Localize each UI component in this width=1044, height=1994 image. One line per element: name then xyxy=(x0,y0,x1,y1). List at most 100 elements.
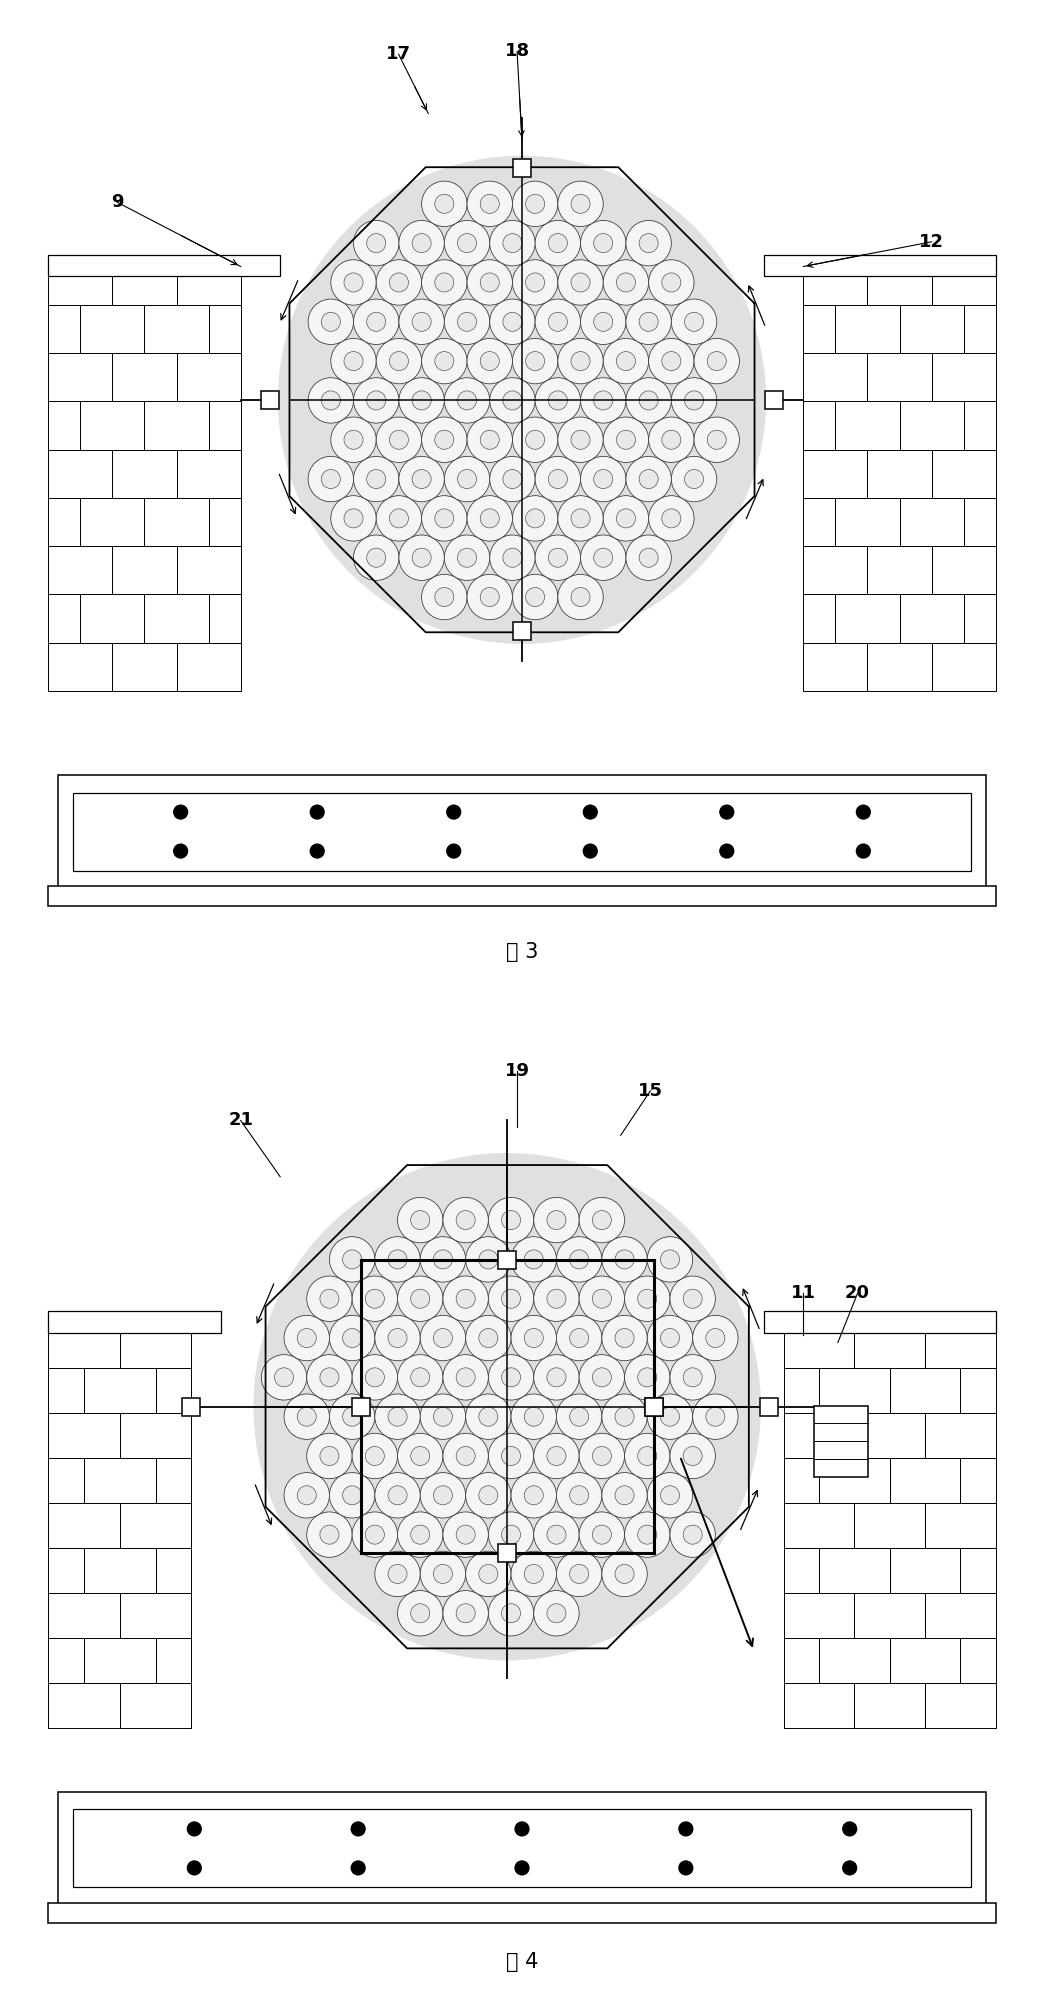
Circle shape xyxy=(173,806,188,820)
Circle shape xyxy=(298,1486,316,1505)
Bar xyxy=(48,594,80,642)
Bar xyxy=(120,1593,191,1637)
Text: 12: 12 xyxy=(919,233,944,251)
Bar xyxy=(84,1547,156,1593)
Circle shape xyxy=(707,351,727,371)
Circle shape xyxy=(398,1196,443,1242)
Bar xyxy=(48,1902,996,1922)
Circle shape xyxy=(638,1290,657,1308)
Circle shape xyxy=(456,1290,475,1308)
Circle shape xyxy=(670,1511,715,1557)
Bar xyxy=(352,1398,370,1416)
Circle shape xyxy=(308,377,354,423)
Circle shape xyxy=(570,1486,589,1505)
Circle shape xyxy=(594,548,613,566)
Circle shape xyxy=(594,233,613,253)
Circle shape xyxy=(580,377,626,423)
Circle shape xyxy=(616,431,636,449)
Circle shape xyxy=(366,233,385,253)
Bar xyxy=(48,1412,120,1458)
Circle shape xyxy=(479,1408,498,1426)
Circle shape xyxy=(375,1551,421,1597)
Circle shape xyxy=(603,497,648,540)
Circle shape xyxy=(662,508,681,528)
Circle shape xyxy=(513,497,557,540)
Circle shape xyxy=(548,469,567,489)
Bar xyxy=(156,1368,191,1414)
Circle shape xyxy=(445,221,490,265)
Circle shape xyxy=(513,259,557,305)
Circle shape xyxy=(433,1486,452,1505)
Circle shape xyxy=(503,469,522,489)
Circle shape xyxy=(536,299,580,345)
Circle shape xyxy=(354,377,399,423)
Bar xyxy=(113,546,176,594)
Circle shape xyxy=(524,1565,543,1583)
Circle shape xyxy=(557,259,603,305)
Circle shape xyxy=(524,1328,543,1348)
Circle shape xyxy=(456,1525,475,1543)
Circle shape xyxy=(352,1434,398,1480)
Circle shape xyxy=(467,417,513,463)
Circle shape xyxy=(445,377,490,423)
Circle shape xyxy=(548,548,567,566)
Bar xyxy=(784,1368,818,1414)
Text: 图 4: 图 4 xyxy=(505,1952,539,1972)
Bar xyxy=(48,401,80,451)
Circle shape xyxy=(307,1276,352,1322)
Circle shape xyxy=(422,259,467,305)
Circle shape xyxy=(647,1236,692,1282)
Circle shape xyxy=(298,1408,316,1426)
Circle shape xyxy=(512,1394,556,1440)
Bar xyxy=(854,1412,925,1458)
Circle shape xyxy=(447,843,460,857)
Circle shape xyxy=(410,1290,430,1308)
Circle shape xyxy=(557,339,603,383)
Circle shape xyxy=(580,299,626,345)
Circle shape xyxy=(457,391,476,411)
Circle shape xyxy=(343,508,363,528)
Circle shape xyxy=(580,534,626,580)
Circle shape xyxy=(278,156,766,644)
Bar xyxy=(764,255,996,277)
Bar xyxy=(73,792,971,871)
Circle shape xyxy=(594,391,613,411)
Circle shape xyxy=(720,843,734,857)
Circle shape xyxy=(388,1408,407,1426)
Circle shape xyxy=(671,377,717,423)
Circle shape xyxy=(480,193,499,213)
Bar xyxy=(868,451,931,498)
Circle shape xyxy=(443,1196,489,1242)
Bar xyxy=(784,1322,854,1368)
Circle shape xyxy=(856,806,871,820)
Bar xyxy=(900,401,964,451)
Circle shape xyxy=(466,1236,512,1282)
Circle shape xyxy=(615,1328,634,1348)
Bar xyxy=(900,498,964,546)
Circle shape xyxy=(639,233,658,253)
Bar xyxy=(960,1458,996,1503)
Circle shape xyxy=(512,1316,556,1360)
Bar xyxy=(120,1412,191,1458)
Circle shape xyxy=(479,1486,498,1505)
Text: 15: 15 xyxy=(638,1083,663,1101)
Bar xyxy=(48,887,996,905)
Circle shape xyxy=(319,1290,339,1308)
Bar xyxy=(80,498,144,546)
Circle shape xyxy=(351,1860,365,1874)
Bar xyxy=(784,1637,818,1683)
Circle shape xyxy=(354,534,399,580)
Bar xyxy=(144,594,209,642)
Circle shape xyxy=(284,1474,330,1517)
Bar xyxy=(80,305,144,353)
Circle shape xyxy=(524,1250,543,1268)
Circle shape xyxy=(579,1196,624,1242)
Circle shape xyxy=(616,508,636,528)
Bar xyxy=(814,1406,869,1478)
Circle shape xyxy=(375,1474,421,1517)
Bar xyxy=(48,1458,84,1503)
Circle shape xyxy=(412,548,431,566)
Circle shape xyxy=(515,1823,529,1836)
Circle shape xyxy=(570,1250,589,1268)
Bar xyxy=(183,1398,200,1416)
